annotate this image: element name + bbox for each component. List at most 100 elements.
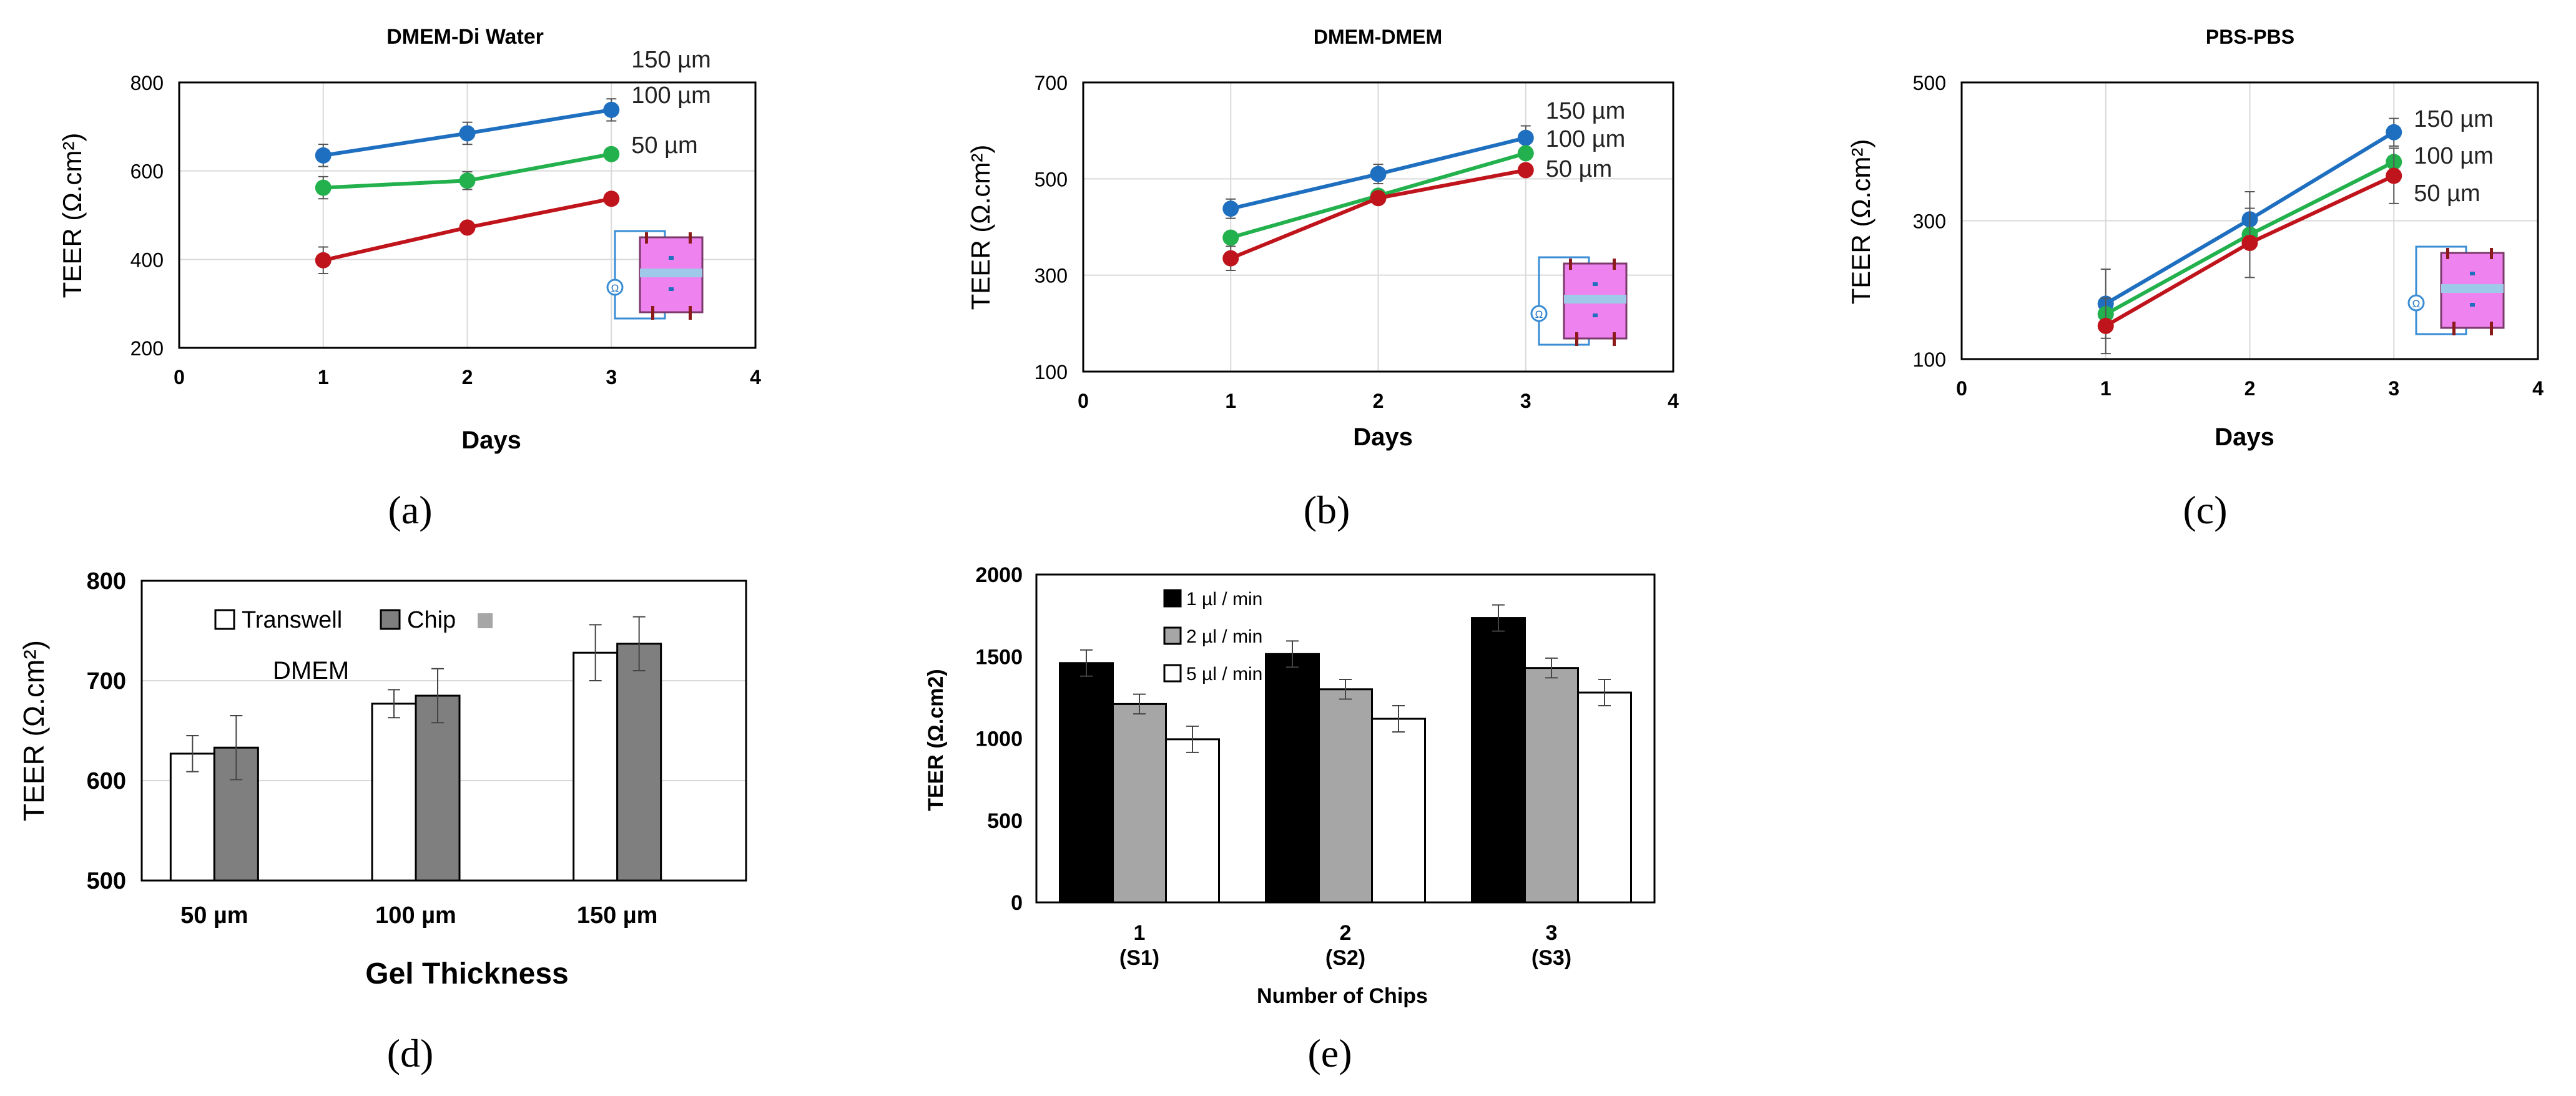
y-tick-label: 700 [87,668,126,694]
ohm-symbol: Ω [1535,309,1543,320]
legend-label: Transwell [242,607,342,633]
x-axis-label: Gel Thickness [365,957,568,990]
sensor-dot [2470,303,2475,307]
ohm-symbol: Ω [2412,298,2421,310]
x-tick-label: 0 [1078,390,1089,412]
y-tick-label: 500 [1035,168,1068,190]
plot-frame [178,81,757,349]
x-tick-label: 100 µm [375,902,456,929]
y-axis-label: TEER (Ω.cm²) [17,640,50,821]
x-axis-label: Days [1353,423,1413,451]
data-point [1370,190,1387,207]
sensor-dot [669,287,674,291]
series-label: 100 µm [1546,126,1626,152]
bar [573,651,619,882]
x-tick-label: 1 [2100,377,2111,400]
legend-swatch [1163,589,1182,608]
data-point [2386,124,2402,141]
data-point [1222,250,1239,267]
x-tick-label: (S2) [1325,946,1365,970]
y-tick-label: 800 [130,72,164,94]
panel-label: (a) [388,488,432,532]
y-tick-label: 600 [87,768,126,794]
x-tick-label: 4 [750,366,761,388]
electrode [2490,248,2493,259]
line-chart-c: 100 300 500 0 1 2 3 4 PBS-PBS Days TEER (Ω.cm²) 150… [1846,26,2544,532]
x-tick-label: 3 [606,366,617,388]
y-tick-label: 300 [1913,210,1946,233]
electrode [651,306,654,320]
bar [415,694,461,882]
data-point [1222,200,1239,217]
plot-frame [1082,81,1674,373]
bar [1165,738,1220,904]
series-label: 100 µm [2414,143,2494,169]
x-tick-label: 1 [1225,390,1236,412]
series-label: 50 µm [2414,180,2480,207]
bar [1577,691,1632,904]
y-tick-label: 600 [130,160,164,183]
electrode [1613,259,1616,270]
y-tick-label: 1500 [975,645,1023,669]
x-tick-label: 1 [1134,921,1146,945]
y-tick-label: 500 [87,868,126,894]
legend-label: 1 µl / min [1186,589,1262,610]
legend-swatch [478,613,493,628]
bar [1524,667,1579,904]
bar [1112,703,1167,904]
data-point [1517,145,1534,162]
x-tick-label: 50 µm [180,902,248,929]
y-tick-label: 500 [1913,72,1946,94]
y-tick-label: 100 [1913,348,1946,371]
series-label: 150 µm [631,47,711,73]
bar [1471,617,1526,904]
data-point [459,172,476,189]
series-label: 150 µm [1546,98,1626,124]
ohm-meter-icon [2407,294,2425,312]
series-label: 100 µm [631,82,711,109]
ohm-meter-icon [606,279,624,296]
y-tick-label: 100 [1035,361,1068,383]
x-tick-label: 3 [1546,921,1558,945]
y-tick-label: 2000 [975,563,1023,587]
membrane-layer [640,269,702,277]
series-label: 50 µm [631,132,697,159]
x-tick-label: 3 [1520,390,1531,412]
x-tick-label: 4 [1668,390,1679,412]
data-point [315,147,332,164]
x-tick-label: (S3) [1531,946,1571,970]
bar [1318,688,1373,904]
line-chart-b: 100 300 500 700 0 1 2 3 4 DMEM-DMEM Days TEER (Ω.cm… [966,26,1679,532]
data-point [1370,165,1387,182]
x-tick-label: 1 [318,366,329,388]
y-tick-label: 500 [987,809,1023,833]
membrane-layer [2441,284,2504,293]
sensor-dot [2470,272,2475,275]
x-tick-label: 150 µm [577,902,658,929]
ohm-meter-icon [1530,305,1548,322]
y-axis-label: TEER (Ω.cm²) [1846,139,1875,305]
x-tick-label: 2 [462,366,473,388]
data-point [1517,162,1534,179]
data-point [2241,234,2258,251]
chart-title: DMEM-Di Water [386,25,544,49]
data-point [603,146,620,162]
bar [1371,718,1426,904]
x-tick-label: 2 [1340,921,1352,945]
electrode [1575,332,1578,346]
x-tick-label: (S1) [1119,946,1159,970]
data-point [459,125,476,142]
annotation-text: DMEM [273,657,349,684]
data-point [2097,317,2114,334]
panel-label: (b) [1304,488,1350,532]
bar-chart-d: 500 600 700 800 50 µm 100 µm 150 µm Transwell Ch… [17,568,747,1075]
data-point [315,179,332,196]
series-label: 50 µm [1546,156,1612,182]
membrane-layer [1564,295,1626,304]
chart-title: DMEM-DMEM [1314,26,1442,48]
x-tick-label: 0 [1956,377,1967,400]
y-tick-label: 800 [87,568,126,595]
legend-swatch [1163,626,1182,645]
sensor-dot [1593,313,1598,317]
